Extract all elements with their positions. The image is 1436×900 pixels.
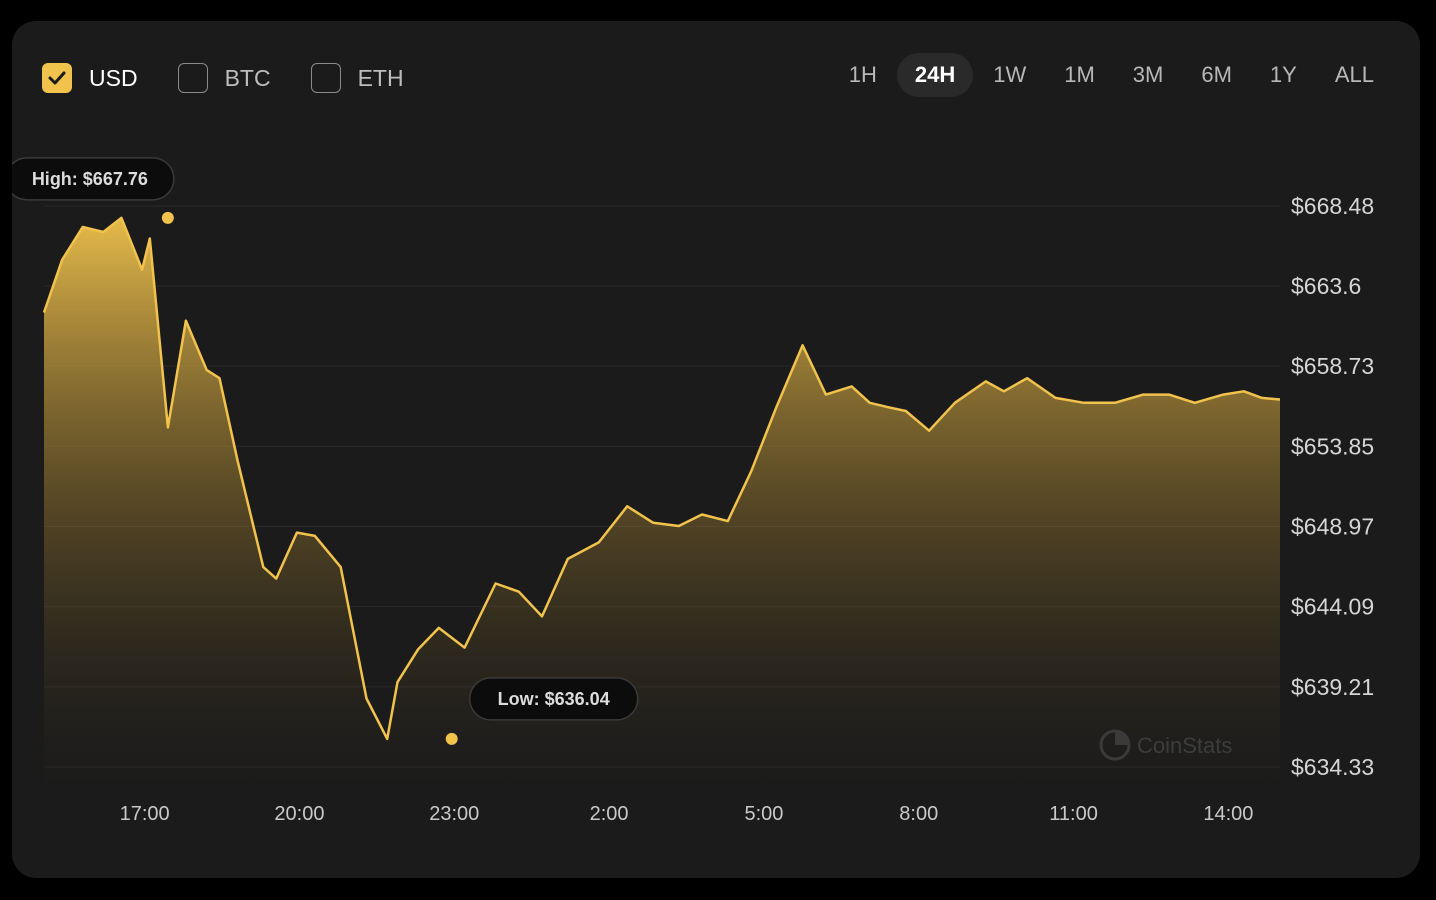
currency-eth-checkbox[interactable]: ETH: [310, 63, 404, 93]
series-line: [42, 216, 1281, 741]
y-tick-label: $663.6: [1291, 273, 1361, 299]
currency-btc-checkbox[interactable]: BTC: [177, 63, 271, 93]
x-tick-label: 5:00: [744, 803, 783, 825]
high-tooltip-text: High: $667.76: [32, 169, 148, 189]
currency-label: ETH: [357, 64, 404, 91]
range-all-button[interactable]: ALL: [1334, 62, 1374, 87]
series-area: [42, 216, 1281, 790]
watermark-text: CoinStats: [1137, 733, 1232, 758]
x-tick-label: 2:00: [590, 803, 629, 825]
range-3m-button[interactable]: 3M: [1132, 62, 1164, 87]
price-chart-card: USD BTC ETH 1H 24H 1W 1M 3M 6M 1Y ALL: [12, 21, 1420, 878]
range-1m-button[interactable]: 1M: [1064, 62, 1095, 87]
watermark: CoinStats: [1099, 729, 1232, 761]
low-tooltip-text: Low: $636.04: [498, 689, 610, 709]
x-tick-label: 23:00: [429, 803, 479, 825]
checkbox-box: [177, 63, 208, 93]
currency-label: USD: [89, 64, 138, 91]
series-area-fill: [44, 217, 1280, 790]
x-tick-label: 8:00: [899, 803, 938, 825]
range-6m-button[interactable]: 6M: [1201, 62, 1232, 87]
checkbox-box: [42, 63, 72, 93]
low-point-marker: [445, 732, 458, 745]
high-point-marker: [161, 211, 174, 224]
currency-usd-checkbox[interactable]: USD: [42, 63, 138, 93]
time-range-selector: 1H 24H 1W 1M 3M 6M 1Y ALL: [829, 53, 1392, 97]
y-tick-label: $639.21: [1291, 674, 1374, 700]
y-tick-label: $668.48: [1291, 193, 1374, 219]
checkmark-icon: [48, 71, 66, 85]
y-axis-ticks: $668.48 $663.6 $658.73 $653.85 $648.97 $644.0…: [1291, 193, 1374, 780]
annotations: High: $667.76 Low: $636.04: [12, 157, 639, 745]
high-tooltip-bubble: [12, 157, 175, 201]
range-1w-button[interactable]: 1W: [993, 62, 1027, 87]
y-tick-label: $634.33: [1291, 754, 1374, 780]
range-1h-button[interactable]: 1H: [848, 62, 877, 87]
x-tick-label: 17:00: [120, 803, 170, 825]
price-area-chart: $668.48 $663.6 $658.73 $653.85 $648.97 $644.0…: [12, 157, 1374, 825]
y-tick-label: $653.85: [1291, 433, 1374, 459]
currency-label: BTC: [224, 64, 271, 91]
y-tick-label: $648.97: [1291, 514, 1374, 540]
x-axis-ticks: 17:00 20:00 23:00 2:00 5:00 8:00 11:00 14:00: [120, 803, 1254, 825]
range-24h-button[interactable]: 24H: [896, 53, 974, 97]
y-tick-label: $658.73: [1291, 353, 1374, 379]
x-tick-label: 20:00: [274, 803, 324, 825]
coinstats-logo-segment: [1115, 731, 1129, 745]
y-tick-label: $644.09: [1291, 594, 1374, 620]
checkbox-box: [310, 63, 341, 93]
x-tick-label: 14:00: [1203, 803, 1253, 825]
currency-selector: USD BTC ETH: [42, 61, 444, 95]
range-1y-button[interactable]: 1Y: [1269, 62, 1297, 87]
x-tick-label: 11:00: [1049, 803, 1098, 825]
low-tooltip-bubble: [468, 677, 639, 721]
